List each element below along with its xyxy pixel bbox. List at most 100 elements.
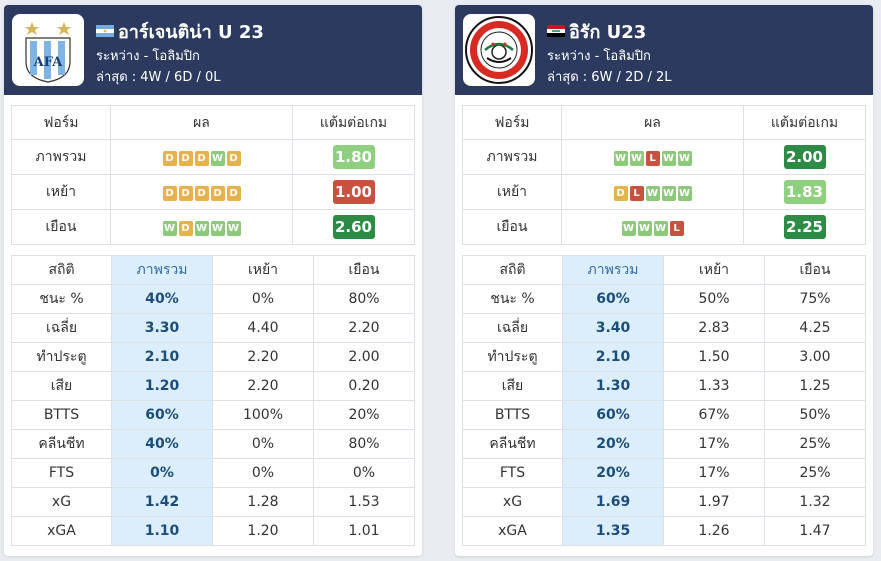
form-row-label: เหย้า (11, 174, 111, 210)
result-badge-D[interactable]: D (178, 185, 193, 201)
stat-overall: 1.10 (111, 516, 213, 546)
result-badge-D[interactable]: D (178, 150, 193, 166)
overall-header[interactable]: ภาพรวม (111, 255, 213, 285)
result-badge-W[interactable]: W (661, 150, 676, 166)
iraq-fa-crest-logo[interactable] (463, 14, 535, 86)
result-badge-D[interactable]: D (194, 185, 209, 201)
ppg-cell: 1.00 (292, 174, 415, 210)
stat-home: 0% (212, 284, 314, 314)
argentina-flag-icon (96, 21, 114, 42)
stat-home: 100% (212, 400, 314, 430)
result-badge-W[interactable]: W (645, 185, 660, 201)
stat-label: xGA (462, 516, 563, 546)
stat-label: เฉลี่ย (11, 313, 112, 343)
stat-label: FTS (11, 458, 112, 488)
result-header: ผล (110, 105, 293, 140)
stat-home: 67% (663, 400, 765, 430)
result-badge-W[interactable]: W (621, 220, 636, 236)
result-badge-D[interactable]: D (162, 150, 177, 166)
team-name: อาร์เจนติน่า U 23 (118, 22, 264, 43)
team-header: อิรัก U23 ระหว่าง - โอลิมปิก ล่าสุด : 6W… (455, 5, 873, 95)
form-row-label: เยือน (11, 209, 111, 245)
ppg-cell: 2.25 (743, 209, 866, 245)
result-header: ผล (561, 105, 744, 140)
form-row-label: ภาพรวม (462, 139, 562, 175)
stats-row: เฉลี่ย 3.30 4.40 2.20 (11, 313, 415, 343)
stat-away: 1.47 (764, 516, 866, 546)
result-badge-W[interactable]: W (629, 150, 644, 166)
stat-home: 1.26 (663, 516, 765, 546)
home-header[interactable]: เหย้า (663, 255, 765, 285)
ppg-badge: 2.60 (332, 215, 375, 239)
ppg-cell: 1.83 (743, 174, 866, 210)
team-title[interactable]: อาร์เจนติน่า U 23 (96, 17, 264, 46)
stat-label: ชนะ % (11, 284, 112, 314)
result-badge-W[interactable]: W (194, 220, 209, 236)
stat-home: 1.97 (663, 487, 765, 517)
result-badge-W[interactable]: W (661, 185, 676, 201)
result-badge-D[interactable]: D (226, 150, 241, 166)
result-badge-D[interactable]: D (210, 185, 225, 201)
result-badge-L[interactable]: L (669, 220, 684, 236)
result-badge-D[interactable]: D (178, 220, 193, 236)
afa-crest-logo[interactable]: AFA (12, 14, 84, 86)
stats-row: FTS 0% 0% 0% (11, 458, 415, 488)
form-row: ภาพรวม D D D W D 1.80 (11, 139, 415, 175)
stat-label: BTTS (462, 400, 563, 430)
away-header[interactable]: เยือน (313, 255, 415, 285)
result-badge-D[interactable]: D (194, 150, 209, 166)
stats-table: สถิติ ภาพรวม เหย้า เยือน ชนะ % 40% 0% 80% เฉ… (11, 255, 415, 546)
team-title[interactable]: อิรัก U23 (547, 17, 646, 46)
stats-row: คลีนชีท 20% 17% 25% (462, 429, 866, 459)
stat-overall: 1.42 (111, 487, 213, 517)
result-badge-W[interactable]: W (677, 150, 692, 166)
form-row: เยือน W D W W W 2.60 (11, 209, 415, 245)
stat-label: เฉลี่ย (462, 313, 563, 343)
stat-away: 0.20 (313, 371, 415, 401)
result-badge-D[interactable]: D (226, 185, 241, 201)
result-badge-L[interactable]: L (645, 150, 660, 166)
result-badge-D[interactable]: D (613, 185, 628, 201)
stat-label: ชนะ % (462, 284, 563, 314)
stat-away: 1.53 (313, 487, 415, 517)
result-badge-W[interactable]: W (613, 150, 628, 166)
stat-home: 1.50 (663, 342, 765, 372)
overall-header[interactable]: ภาพรวม (562, 255, 664, 285)
result-badge-W[interactable]: W (162, 220, 177, 236)
stat-home: 0% (212, 429, 314, 459)
form-header: ฟอร์ม (11, 105, 111, 140)
stat-label: BTTS (11, 400, 112, 430)
recent-record: ล่าสุด : 4W / 6D / 0L (96, 70, 221, 85)
stat-overall: 1.35 (562, 516, 664, 546)
ppg-badge: 2.25 (783, 215, 826, 239)
home-header[interactable]: เหย้า (212, 255, 314, 285)
result-badge-W[interactable]: W (210, 220, 225, 236)
stat-home: 2.20 (212, 371, 314, 401)
result-badge-W[interactable]: W (210, 150, 225, 166)
stats-header: สถิติ (462, 255, 563, 285)
result-badge-W[interactable]: W (226, 220, 241, 236)
away-header[interactable]: เยือน (764, 255, 866, 285)
stat-overall: 0% (111, 458, 213, 488)
stat-away: 25% (764, 429, 866, 459)
stats-row: xGA 1.35 1.26 1.47 (462, 516, 866, 546)
stats-row: เสีย 1.30 1.33 1.25 (462, 371, 866, 401)
result-badge-W[interactable]: W (653, 220, 668, 236)
stat-overall: 60% (111, 400, 213, 430)
stat-away: 2.20 (313, 313, 415, 343)
ppg-header: แต้มต่อเกม (743, 105, 866, 140)
svg-text:AFA: AFA (33, 55, 64, 70)
result-badge-L[interactable]: L (629, 185, 644, 201)
form-row-label: ภาพรวม (11, 139, 111, 175)
stat-overall: 40% (111, 284, 213, 314)
stat-overall: 60% (562, 284, 664, 314)
result-badge-D[interactable]: D (162, 185, 177, 201)
stat-label: ทำประตู (11, 342, 112, 372)
result-badge-W[interactable]: W (637, 220, 652, 236)
stat-overall: 3.30 (111, 313, 213, 343)
result-badge-W[interactable]: W (677, 185, 692, 201)
stat-overall: 1.20 (111, 371, 213, 401)
stat-label: xG (11, 487, 112, 517)
